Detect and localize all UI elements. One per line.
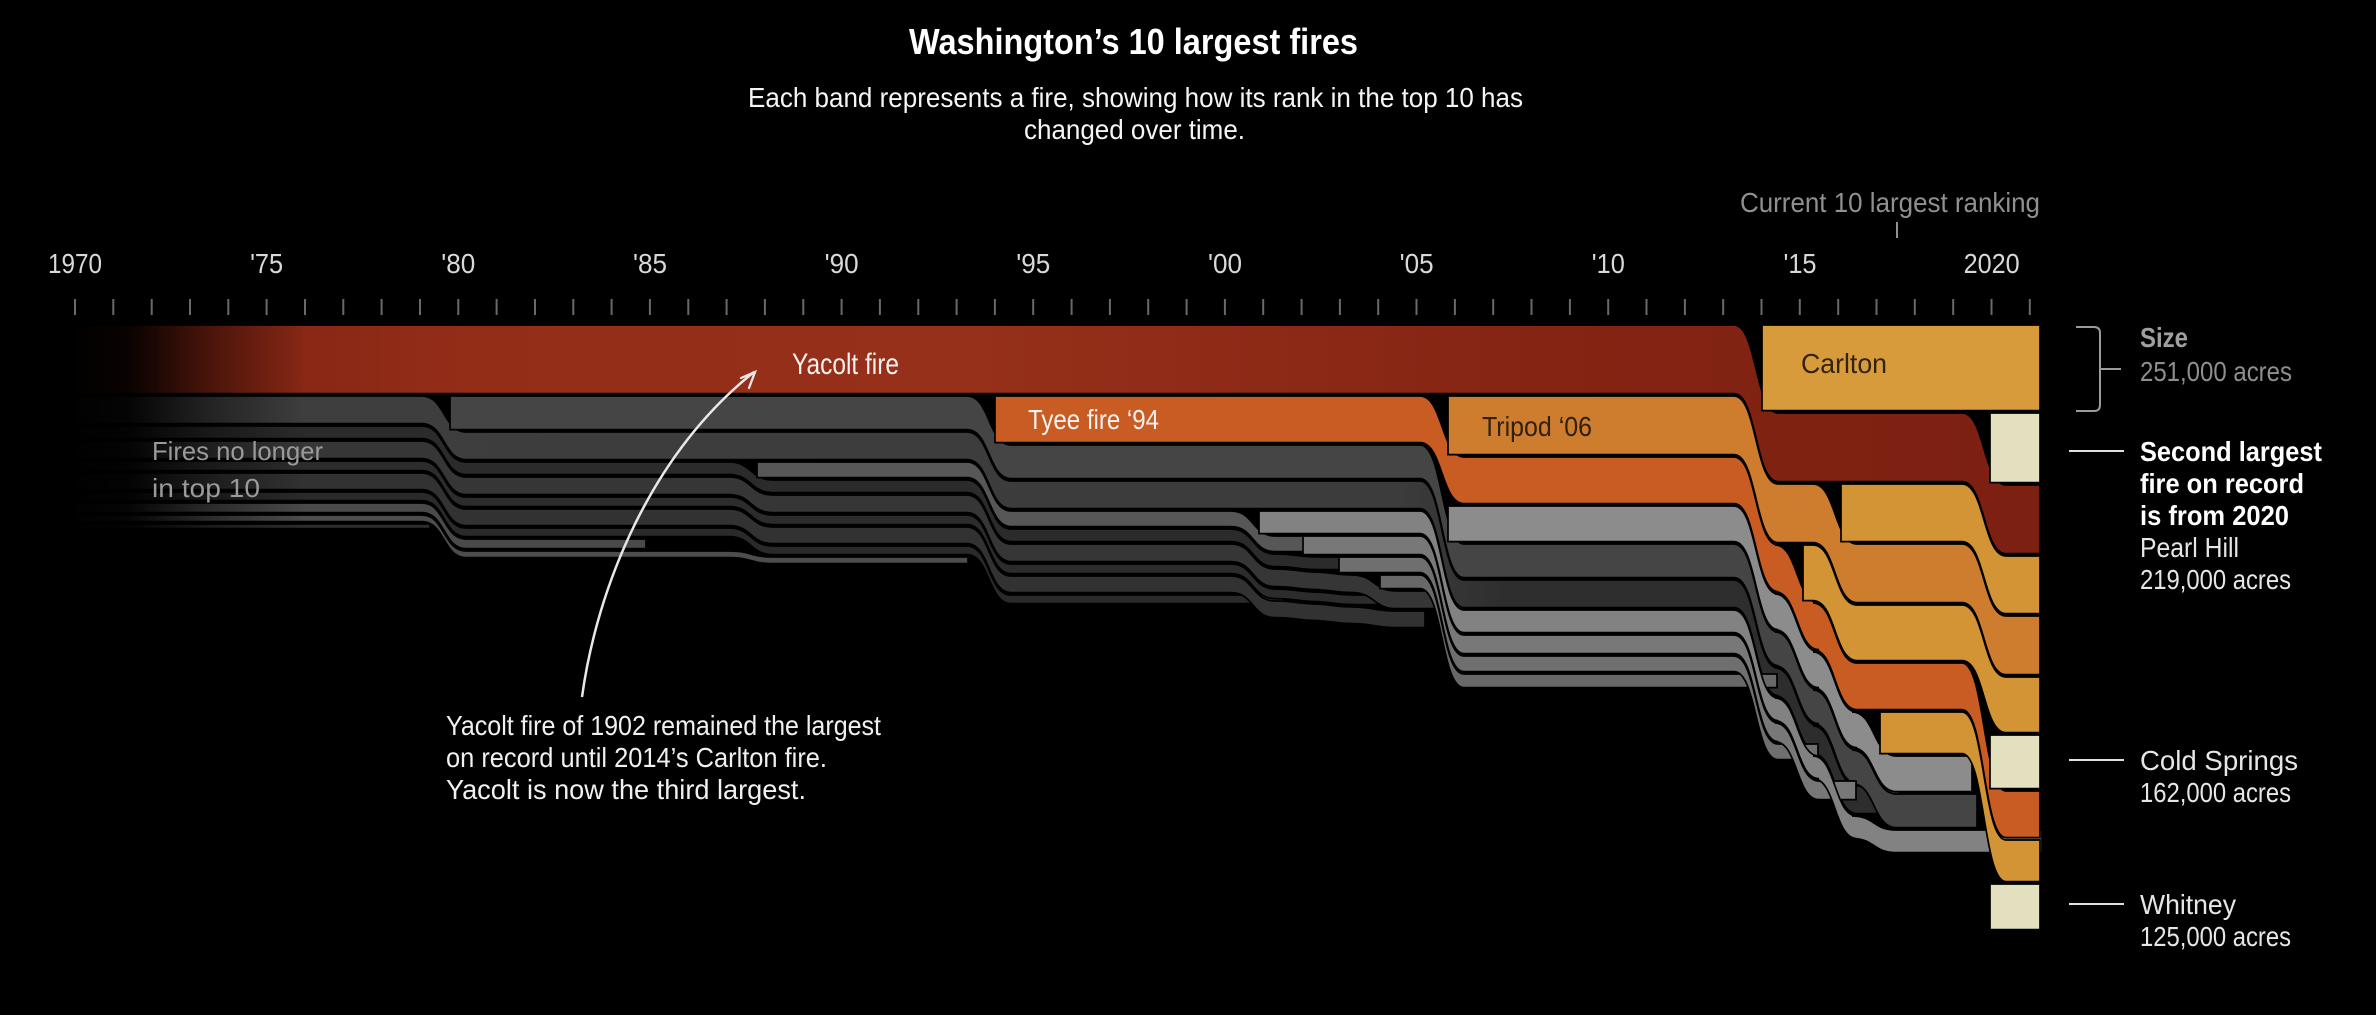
svg-text:Washington’s 10 largest fires: Washington’s 10 largest fires	[909, 21, 1358, 62]
svg-text:'95: '95	[1016, 248, 1050, 279]
svg-text:2020: 2020	[1964, 248, 2020, 279]
svg-text:Whitney: Whitney	[2140, 889, 2236, 920]
svg-text:Tripod ‘06: Tripod ‘06	[1482, 411, 1592, 442]
svg-text:'80: '80	[441, 248, 475, 279]
svg-text:'15: '15	[1784, 248, 1817, 279]
svg-text:125,000 acres: 125,000 acres	[2140, 921, 2291, 952]
svg-text:'90: '90	[825, 248, 859, 279]
svg-text:Fires no longer: Fires no longer	[152, 436, 323, 466]
svg-text:Yacolt fire: Yacolt fire	[792, 348, 899, 381]
svg-text:1970: 1970	[48, 248, 102, 279]
svg-text:Yacolt fire of 1902 remained t: Yacolt fire of 1902 remained the largest	[446, 710, 881, 741]
svg-text:'75: '75	[250, 248, 283, 279]
svg-text:Pearl Hill: Pearl Hill	[2140, 532, 2239, 563]
svg-text:on record until 2014’s Carlton: on record until 2014’s Carlton fire.	[446, 742, 827, 773]
svg-text:in top 10: in top 10	[152, 473, 260, 503]
svg-text:Size: Size	[2140, 322, 2188, 353]
svg-text:Tyee fire ‘94: Tyee fire ‘94	[1028, 404, 1159, 435]
svg-text:'85: '85	[633, 248, 667, 279]
svg-text:'00: '00	[1208, 248, 1242, 279]
svg-text:'10: '10	[1592, 248, 1625, 279]
svg-text:Carlton: Carlton	[1801, 348, 1887, 379]
svg-text:162,000 acres: 162,000 acres	[2140, 777, 2291, 808]
svg-text:'05: '05	[1400, 248, 1434, 279]
svg-text:Current 10 largest ranking: Current 10 largest ranking	[1740, 187, 2040, 218]
svg-text:changed over time.: changed over time.	[1024, 114, 1245, 145]
svg-text:219,000 acres: 219,000 acres	[2140, 564, 2291, 595]
svg-text:Second largest: Second largest	[2140, 436, 2322, 467]
svg-text:Yacolt is now the third larges: Yacolt is now the third largest.	[446, 774, 806, 805]
svg-text:251,000 acres: 251,000 acres	[2140, 356, 2292, 387]
svg-text:fire on record: fire on record	[2140, 468, 2304, 499]
svg-text:is from 2020: is from 2020	[2140, 500, 2289, 531]
svg-text:Each band represents a fire, s: Each band represents a fire, showing how…	[748, 82, 1523, 113]
svg-text:Cold Springs: Cold Springs	[2140, 745, 2298, 776]
